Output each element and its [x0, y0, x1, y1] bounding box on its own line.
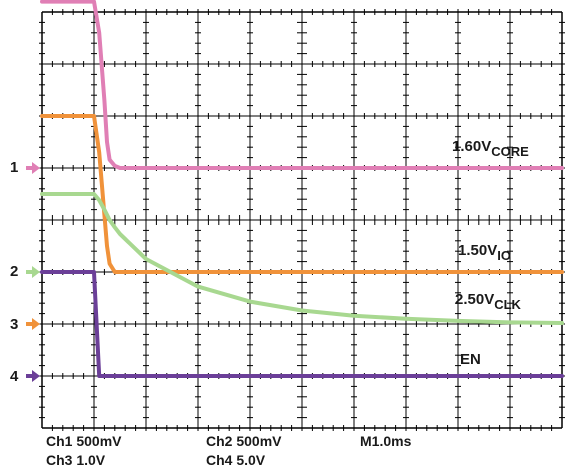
- setting-ch4: Ch4 5.0V: [206, 452, 266, 468]
- channel-marker-3: [26, 318, 40, 330]
- setting-timebase: M1.0ms: [360, 433, 412, 449]
- channel-markers: [26, 162, 40, 382]
- series-line-en: [40, 270, 564, 378]
- traces: [40, 0, 564, 378]
- channel-marker-1: [26, 162, 40, 174]
- series-label-core: 1.60VCORE: [452, 138, 529, 159]
- channel-number-2: 2: [10, 263, 18, 280]
- series-line-core: [40, 0, 564, 170]
- series-label-en: EN: [460, 351, 481, 368]
- channel-marker-4: [26, 370, 40, 382]
- setting-ch3: Ch3 1.0V: [46, 452, 106, 468]
- series-label-clk: 2.50VCLK: [455, 291, 522, 312]
- channel-marker-2: [26, 266, 40, 278]
- series-line-io: [40, 114, 564, 274]
- channel-number-3: 3: [10, 316, 18, 333]
- channel-number-1: 1: [10, 159, 18, 176]
- setting-ch2: Ch2 500mV: [206, 433, 282, 449]
- channel-number-4: 4: [10, 368, 19, 385]
- trace-labels: 1.60VCORE 1.50VIO 2.50VCLK EN 1 2 3 4 Ch…: [10, 138, 529, 468]
- series-line-clk: [40, 192, 564, 325]
- series-label-io: 1.50VIO: [458, 242, 511, 263]
- setting-ch1: Ch1 500mV: [46, 433, 122, 449]
